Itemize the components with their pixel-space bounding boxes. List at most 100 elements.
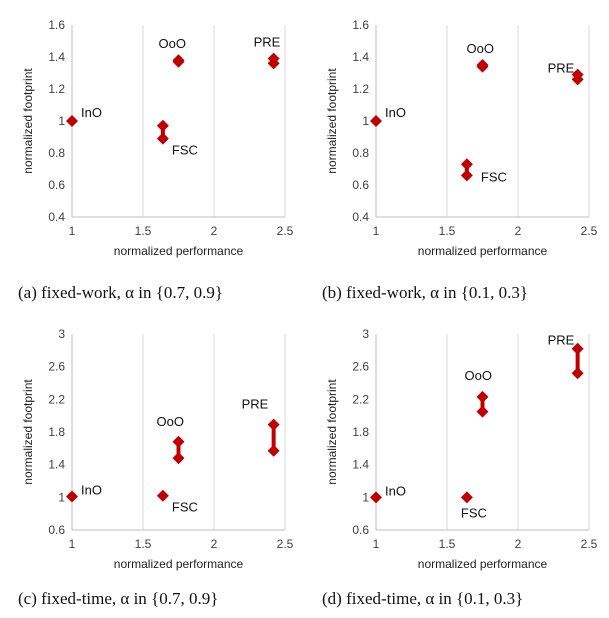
series-pre: PRE [254,35,281,70]
data-point [460,169,473,182]
series-ino: InO [66,105,102,127]
series-fsc: FSC [460,158,507,184]
y-tick-label: 2.2 [352,392,369,406]
data-point [267,444,280,457]
caption-c: (c) fixed-time, α in {0.7, 0.9} [18,589,219,608]
point-label: OoO [465,368,492,383]
data-point [476,405,489,418]
y-tick-label: 0.6 [48,523,65,537]
point-label: OoO [157,414,184,429]
x-tick-label: 2.5 [277,224,294,238]
series-fsc: FSC [156,489,198,515]
data-point [172,435,185,448]
y-tick-label: 1.4 [48,50,65,64]
point-label: PRE [242,397,269,412]
y-axis-label: normalized footprint [21,68,35,174]
y-tick-label: 0.4 [48,210,65,224]
y-tick-label: 0.6 [352,523,369,537]
y-tick-label: 1 [362,490,369,504]
data-point [460,491,473,504]
y-tick-label: 0.8 [48,146,65,160]
series-pre: PRE [548,61,584,86]
point-label: PRE [548,333,575,348]
series-ino: InO [66,483,102,503]
point-label: OoO [159,36,186,51]
caption-a: (a) fixed-work, α in {0.7, 0.9} [18,283,224,302]
y-tick-label: 3 [362,327,369,341]
y-tick-label: 1 [362,114,369,128]
data-point [156,119,169,132]
y-axis-label: normalized footprint [21,379,35,485]
x-axis-label: normalized performance [114,244,244,258]
x-tick-label: 1.5 [439,224,456,238]
panel-a: 0.4 0.6 0.8 1 1.2 1.4 1.6 1 1.5 2 2.5 normalized pe… [21,18,294,258]
x-tick-label: 1 [69,537,76,551]
data-point [66,115,78,127]
x-axis-label: normalized performance [418,557,548,571]
point-label: FSC [172,143,198,158]
point-label: FSC [172,500,198,515]
data-point [66,490,78,503]
series-pre: PRE [242,397,280,457]
y-tick-label: 1.6 [352,18,369,32]
data-point [571,342,584,355]
y-tick-label: 1.8 [48,425,65,439]
x-tick-label: 2 [515,537,522,551]
y-tick-label: 1 [58,114,65,128]
panel-b: 0.4 0.6 0.8 1 1.2 1.4 1.6 1 1.5 2 2.5 normalized pe… [325,18,598,258]
y-tick-label: 2.6 [352,360,369,374]
x-tick-label: 1 [69,224,76,238]
point-label: PRE [548,61,575,76]
x-tick-label: 1.5 [135,537,152,551]
y-tick-label: 0.4 [352,210,369,224]
data-point [156,489,169,502]
series-fsc: FSC [460,491,487,520]
y-tick-label: 1 [58,490,65,504]
data-point [172,452,185,465]
point-label: InO [385,105,406,120]
x-tick-label: 2.5 [581,224,598,238]
y-tick-label: 1.8 [352,425,369,439]
series-ooo: OoO [159,36,186,68]
x-tick-label: 2.5 [581,537,598,551]
data-point [460,158,473,171]
data-point [476,60,489,73]
y-tick-label: 1.2 [352,82,369,96]
x-tick-label: 2 [211,537,218,551]
x-tick-label: 1 [373,224,380,238]
y-axis-label: normalized footprint [325,379,339,485]
series-ino: InO [370,105,406,127]
caption-d: (d) fixed-time, α in {0.1, 0.3} [322,589,524,608]
data-point [476,390,489,403]
data-point [370,115,382,127]
y-tick-label: 3 [58,327,65,341]
panel-c: 0.6 1 1.4 1.8 2.2 2.6 3 1 1.5 2 2.5 normalized perf… [21,327,294,571]
y-tick-label: 1.4 [48,458,65,472]
point-label: OoO [467,41,494,56]
series-fsc: FSC [156,119,198,158]
x-tick-label: 1.5 [135,224,152,238]
data-point [267,57,280,70]
series-ooo: OoO [465,368,492,418]
series-ooo: OoO [467,41,494,73]
y-axis-label: normalized footprint [325,68,339,174]
panel-d: 0.6 1 1.4 1.8 2.2 2.6 3 1 1.5 2 2.5 normalized perf… [325,327,598,571]
x-tick-label: 2 [515,224,522,238]
y-tick-label: 2.6 [48,360,65,374]
y-tick-label: 0.8 [352,146,369,160]
caption-b: (b) fixed-work, α in {0.1, 0.3} [322,283,529,302]
point-label: InO [385,483,406,498]
x-axis-label: normalized performance [418,244,548,258]
point-label: PRE [254,35,281,50]
x-tick-label: 2 [211,224,218,238]
series-pre: PRE [548,333,584,380]
y-tick-label: 1.6 [48,18,65,32]
point-label: FSC [461,505,487,520]
x-axis-label: normalized performance [114,557,244,571]
x-tick-label: 1 [373,537,380,551]
data-point [156,132,169,145]
y-tick-label: 0.6 [352,178,369,192]
point-label: FSC [481,169,507,184]
data-point [571,73,584,86]
x-tick-label: 2.5 [277,537,294,551]
